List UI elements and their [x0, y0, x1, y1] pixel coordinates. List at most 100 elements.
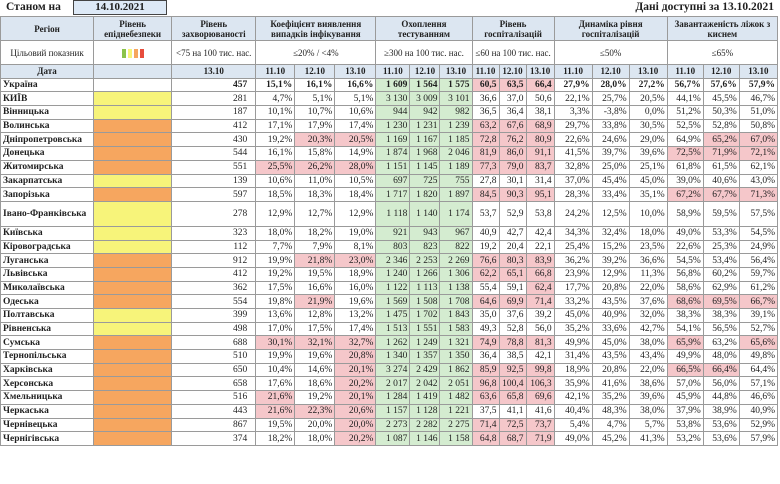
value-cell: 60,5 — [471, 77, 500, 93]
value-cell: 25,7% — [591, 91, 630, 107]
value-cell: 25,5% — [255, 159, 296, 175]
value-cell: 5,1% — [294, 91, 336, 107]
region-name: Хмельницька — [0, 390, 95, 405]
value-cell: 17,7% — [553, 280, 593, 296]
table-row: КИЇВ 281 4,7% 5,1% 5,1% 3 130 3 009 3 101 36,6 37… — [0, 91, 779, 107]
value-cell: 1 321 — [439, 335, 473, 351]
value-cell: 544 — [171, 146, 257, 161]
safety-zone-cell — [93, 431, 173, 446]
table-body: Україна 457 15,1% 16,1% 16,6% 1 609 1 564 1 575… — [0, 77, 779, 446]
value-cell: 20,1% — [334, 390, 377, 405]
value-cell: 1 169 — [375, 132, 411, 148]
value-cell: 32,8% — [553, 159, 593, 175]
value-cell: 52,5% — [666, 118, 704, 134]
value-cell: 823 — [409, 239, 441, 255]
value-cell: 62,4 — [525, 280, 555, 296]
table-row: Івано-Франківська 278 12,9% 12,7% 12,9% 1 118… — [0, 200, 779, 227]
value-cell: 3 274 — [375, 362, 411, 378]
value-cell: 912 — [171, 253, 257, 268]
value-cell: 32,4% — [591, 225, 630, 241]
value-cell: 15,1% — [255, 77, 296, 93]
value-cell: 20,0% — [294, 417, 336, 433]
value-cell: 1 239 — [439, 118, 473, 134]
header-region: Регіон — [0, 16, 95, 41]
table-row: Одеська 554 19,8% 21,9% 19,6% 1 569 1 508 1 708… — [0, 294, 779, 309]
value-cell: 24,2% — [553, 200, 593, 227]
value-cell: 57,0% — [666, 376, 704, 392]
region-name: Тернопільська — [0, 349, 95, 364]
value-cell: 443 — [171, 403, 257, 419]
date-label: Дата — [0, 64, 95, 79]
value-cell: 43,5% — [591, 294, 630, 309]
value-cell: 22,1% — [553, 91, 593, 107]
value-cell: 36,5 — [471, 105, 500, 120]
header-safety-level: Рівень епіднебезпеки — [93, 16, 173, 41]
value-cell: 1 340 — [375, 349, 411, 364]
value-cell: 822 — [439, 239, 473, 255]
region-name: Луганська — [0, 253, 95, 268]
value-cell: 50,3% — [702, 105, 740, 120]
value-cell: 37,9% — [666, 403, 704, 419]
value-cell: 34,3% — [553, 225, 593, 241]
value-cell: 21,9% — [294, 294, 336, 309]
safety-legend — [93, 40, 173, 65]
value-cell: 24,9% — [738, 239, 779, 255]
value-cell: 39,1% — [738, 308, 779, 323]
value-cell: 53,8 — [525, 200, 555, 227]
value-cell: 39,0% — [666, 173, 704, 189]
value-cell: 1 475 — [375, 308, 411, 323]
value-cell: 281 — [171, 91, 257, 107]
value-cell: 1 230 — [375, 118, 411, 134]
value-cell: 21,6% — [255, 403, 296, 419]
value-cell: 139 — [171, 173, 257, 189]
value-cell: 1 306 — [439, 266, 473, 282]
value-cell: 52,9 — [498, 200, 527, 227]
value-cell: 100,4 — [498, 376, 527, 392]
value-cell: 40,9 — [471, 225, 500, 241]
value-cell: 68,7 — [498, 431, 527, 446]
value-cell: 36,4 — [471, 349, 500, 364]
value-cell: 1 231 — [409, 118, 441, 134]
value-cell: 26,2% — [294, 159, 336, 175]
value-cell: 19,6% — [294, 349, 336, 364]
value-cell: 42,7 — [498, 225, 527, 241]
value-cell: 16,1% — [294, 77, 336, 93]
value-cell: 53,4% — [702, 253, 740, 268]
value-cell: 921 — [375, 225, 411, 241]
value-cell: 42,7% — [628, 321, 668, 337]
value-cell: 66,4% — [702, 362, 740, 378]
target-morbidity: <75 на 100 тис. нас. — [171, 40, 257, 65]
value-cell: 33,6% — [591, 321, 630, 337]
value-cell: 28,0% — [591, 77, 630, 93]
value-cell: 1 569 — [375, 294, 411, 309]
value-cell: 37,6 — [498, 308, 527, 323]
value-cell: 21,6% — [255, 390, 296, 405]
date-col: 13.10 — [439, 64, 473, 79]
value-cell: 81,9 — [471, 146, 500, 161]
region-name: Україна — [0, 77, 95, 93]
value-cell: 66,7% — [738, 294, 779, 309]
value-cell: 10,5% — [334, 173, 377, 189]
value-cell: 53,2% — [666, 431, 704, 446]
value-cell: 76,2 — [498, 132, 527, 148]
value-cell: 1 262 — [375, 335, 411, 351]
value-cell: 12,8% — [294, 308, 336, 323]
value-cell: 362 — [171, 280, 257, 296]
value-cell: 18,9% — [553, 362, 593, 378]
value-cell: 1 189 — [439, 159, 473, 175]
value-cell: 106,3 — [525, 376, 555, 392]
value-cell: 38,3% — [666, 308, 704, 323]
value-cell: 1 087 — [375, 431, 411, 446]
value-cell: 45,0% — [591, 335, 630, 351]
value-cell: 1 113 — [409, 280, 441, 296]
region-name: Рівненська — [0, 321, 95, 337]
date-col: 12.10 — [702, 64, 740, 79]
value-cell: 17,6% — [255, 376, 296, 392]
value-cell: 18,3% — [294, 187, 336, 202]
safety-zone-cell — [93, 187, 173, 202]
value-cell: 5,4% — [553, 417, 593, 433]
value-cell: 457 — [171, 77, 257, 93]
region-name: Житомирська — [0, 159, 95, 175]
value-cell: 61,8% — [666, 159, 704, 175]
value-cell: 412 — [171, 118, 257, 134]
